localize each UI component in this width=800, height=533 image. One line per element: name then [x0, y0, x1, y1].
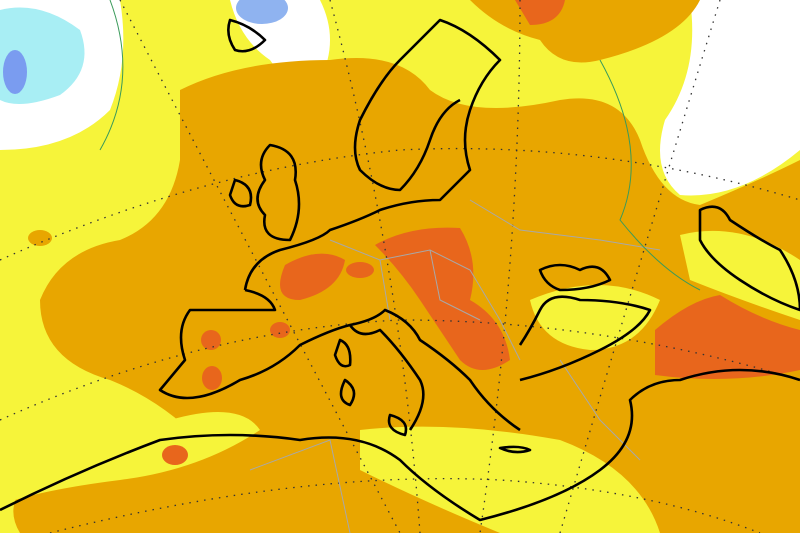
hot-area [655, 295, 800, 379]
hot-area [346, 262, 374, 278]
graticule [0, 319, 800, 421]
coastline [243, 18, 502, 291]
hot-area [162, 445, 188, 465]
graticule [559, 0, 721, 533]
coastline [538, 205, 800, 312]
hot-area [375, 227, 510, 370]
coastline [158, 288, 652, 432]
graticule [329, 0, 421, 533]
hot-area [201, 330, 221, 350]
graticule [479, 0, 521, 533]
coastline [228, 143, 301, 242]
warm-area [28, 230, 52, 246]
coastline [333, 338, 532, 454]
hot-area [270, 322, 290, 338]
cool-core [236, 0, 288, 24]
hot-area [202, 366, 222, 390]
coastline [0, 368, 800, 522]
cold-area [660, 0, 800, 196]
coastline [227, 18, 267, 53]
graticule [0, 147, 800, 261]
cool-core [3, 50, 27, 94]
hot-area [515, 0, 565, 25]
contour [99, 0, 701, 291]
mild-area [360, 426, 660, 533]
border [249, 199, 661, 533]
hot-area [280, 253, 345, 300]
